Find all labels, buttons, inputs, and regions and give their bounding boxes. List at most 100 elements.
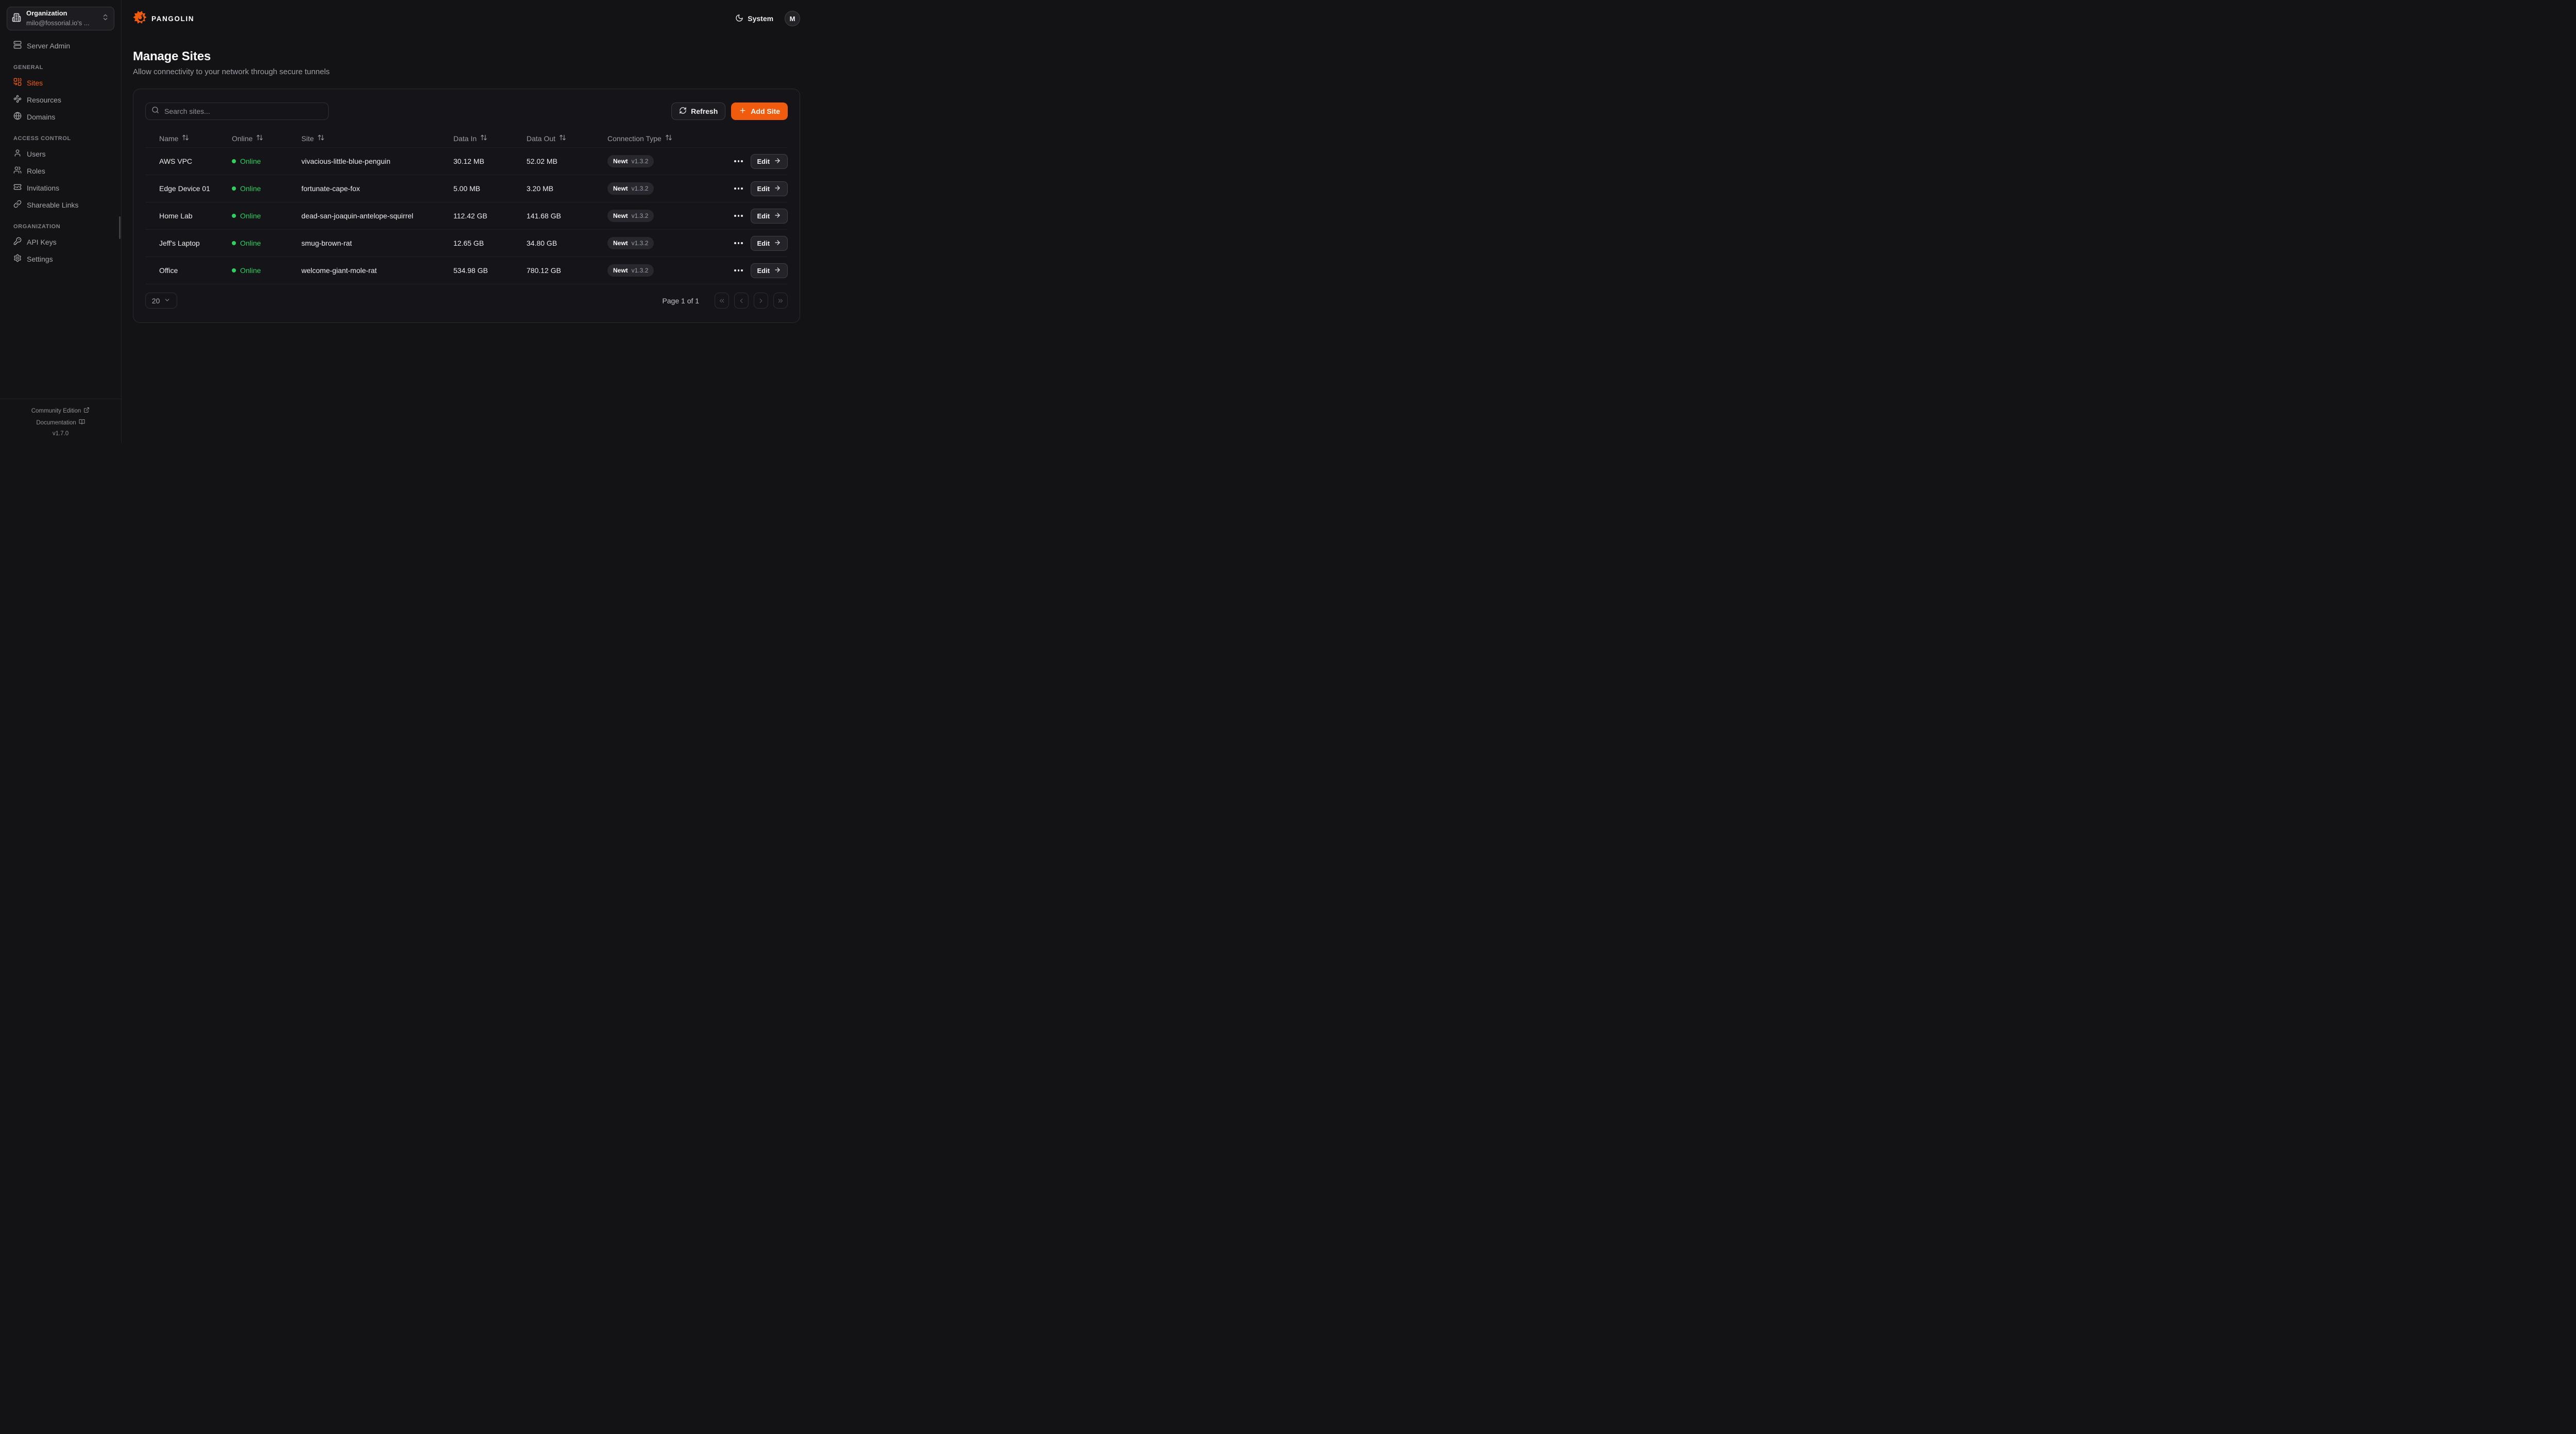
column-header[interactable]: Online [232,134,301,143]
page-size-select[interactable]: 20 [145,293,177,309]
arrow-right-icon [774,239,781,248]
connection-version: v1.3.2 [631,212,649,219]
first-page-button[interactable] [715,293,730,309]
user-icon [13,149,22,159]
data-in-cell: 30.12 MB [453,157,484,165]
row-menu-button[interactable] [733,240,744,246]
data-out-cell: 3.20 MB [527,184,554,193]
main-area: PANGOLIN System M Manage Sites Allow con… [122,0,812,443]
org-selector-label: Organization [26,9,67,18]
pagination-buttons [715,293,788,309]
arrow-right-icon [774,184,781,193]
edit-button[interactable]: Edit [750,235,788,251]
online-status-label: Online [240,239,261,247]
previous-page-button[interactable] [734,293,749,309]
column-header[interactable]: Site [301,134,453,143]
sidebar-scrollbar[interactable] [119,216,121,239]
community-edition-link[interactable]: Community Edition [0,407,121,415]
sidebar-item-users[interactable]: Users [13,148,114,160]
add-site-button[interactable]: Add Site [731,103,788,120]
search-input[interactable] [163,107,323,116]
sidebar-item-domains[interactable]: Domains [13,111,114,123]
org-selector[interactable]: Organization milo@fossorial.io's ... [7,7,114,30]
column-header[interactable]: Name [159,134,232,143]
pagination-right: Page 1 of 1 [662,293,788,309]
edit-button[interactable]: Edit [750,263,788,278]
sidebar-item-label: Domains [27,112,56,121]
row-actions-cell: Edit [733,235,788,251]
row-menu-button[interactable] [733,267,744,274]
key-icon [13,237,22,247]
sidebar-item-api-keys[interactable]: API Keys [13,236,114,248]
row-menu-button[interactable] [733,213,744,219]
table-row[interactable]: Office Online welcome-giant-mole-rat 534… [145,257,788,284]
brand[interactable]: PANGOLIN [133,10,194,27]
row-menu-button[interactable] [733,158,744,164]
card-toolbar: Refresh Add Site [145,103,788,120]
sidebar-item-label: Invitations [27,183,60,192]
table-row[interactable]: Edge Device 01 Online fortunate-cape-fox… [145,175,788,202]
documentation-link[interactable]: Documentation [0,419,121,426]
column-header[interactable]: Data Out [527,134,607,143]
sidebar-item-roles[interactable]: Roles [13,165,114,177]
data-in-cell: 5.00 MB [453,184,481,193]
row-menu-button[interactable] [733,185,744,192]
edit-label: Edit [757,157,770,165]
sidebar-item-server-admin[interactable]: Server Admin [13,40,114,52]
table-row[interactable]: Home Lab Online dead-san-joaquin-antelop… [145,202,788,229]
avatar[interactable]: M [785,11,801,26]
sidebar-item-settings[interactable]: Settings [13,253,114,265]
community-edition-label: Community Edition [31,407,81,414]
edit-button[interactable]: Edit [750,181,788,196]
building-icon [12,13,21,25]
data-out-cell: 34.80 GB [527,239,557,247]
column-header[interactable]: Data In [453,134,527,143]
moon-icon [735,14,743,24]
sidebar-footer: Community Edition Documentation v1.7.0 [0,399,121,443]
sites-card: Refresh Add Site Name Online Site Data I… [133,89,801,323]
online-status-label: Online [240,266,261,275]
edit-label: Edit [757,184,770,193]
org-selector-texts: Organization milo@fossorial.io's ... [26,9,90,28]
sort-arrows-icon [559,134,566,143]
last-page-button[interactable] [773,293,788,309]
online-dot-icon [232,268,236,272]
table-body: AWS VPC Online vivacious-little-blue-pen… [145,147,788,284]
sort-arrows-icon [665,134,672,143]
online-status-cell: Online [232,184,301,193]
arrow-right-icon [774,266,781,275]
theme-toggle[interactable]: System [735,14,773,24]
site-slug-cell: vivacious-little-blue-penguin [301,157,391,165]
row-actions-cell: Edit [733,208,788,224]
sidebar-item-resources[interactable]: Resources [13,94,114,106]
row-actions-cell: Edit [733,263,788,278]
sidebar-item-label: Server Admin [27,41,71,50]
waypoints-icon [13,95,22,105]
site-slug-cell: welcome-giant-mole-rat [301,266,377,275]
online-status-label: Online [240,212,261,220]
column-header[interactable]: Connection Type [607,134,733,143]
page-subtitle: Allow connectivity to your network throu… [133,67,330,76]
sites-icon [13,78,22,88]
table-row[interactable]: Jeff's Laptop Online smug-brown-rat 12.6… [145,229,788,257]
column-label: Data In [453,134,477,143]
online-status-cell: Online [232,212,301,220]
book-open-icon [79,419,85,426]
refresh-button[interactable]: Refresh [671,103,726,120]
arrow-right-icon [774,157,781,166]
online-dot-icon [232,241,236,245]
sort-arrows-icon [182,134,189,143]
sidebar-item-invitations[interactable]: Invitations [13,182,114,194]
next-page-button[interactable] [754,293,769,309]
table-header: Name Online Site Data In Data Out Connec… [145,129,788,147]
sidebar-item-shareable-links[interactable]: Shareable Links [13,199,114,211]
table-row[interactable]: AWS VPC Online vivacious-little-blue-pen… [145,147,788,175]
edit-button[interactable]: Edit [750,208,788,224]
site-name-cell: Office [159,266,178,275]
data-in-cell: 12.65 GB [453,239,484,247]
site-slug-cell: fortunate-cape-fox [301,184,360,193]
sidebar-item-sites[interactable]: Sites [13,77,114,89]
edit-button[interactable]: Edit [750,153,788,169]
sort-arrows-icon [256,134,263,143]
column-label: Name [159,134,179,143]
